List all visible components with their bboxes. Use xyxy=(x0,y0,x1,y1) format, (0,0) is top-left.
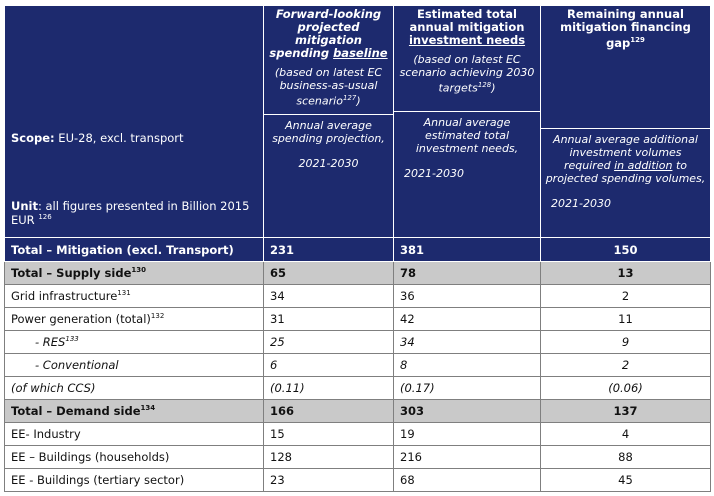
cell-needs: 381 xyxy=(393,237,541,262)
row-label: EE- Industry xyxy=(4,422,264,446)
cell-baseline: 166 xyxy=(263,399,394,423)
cell-needs: 78 xyxy=(393,261,541,285)
cell-baseline: 128 xyxy=(263,445,394,469)
row-label: EE – Buildings (households) xyxy=(4,445,264,469)
table-row: - RES133 25 34 9 xyxy=(4,330,711,354)
cell-baseline: 23 xyxy=(263,468,394,492)
cell-gap: (0.06) xyxy=(540,376,711,400)
cell-gap: 4 xyxy=(540,422,711,446)
table-row: (of which CCS) (0.11) (0.17) (0.06) xyxy=(4,376,711,400)
cell-needs: 36 xyxy=(393,284,541,308)
cell-gap: 13 xyxy=(540,261,711,285)
mitigation-investment-table: Scope: EU-28, excl. transport Unit: all … xyxy=(4,5,711,492)
row-label: Total – Supply side130 xyxy=(4,261,264,285)
table-row: Total – Supply side130 65 78 13 xyxy=(4,261,711,285)
scope-unit-cell: Scope: EU-28, excl. transport Unit: all … xyxy=(4,5,264,238)
cell-needs: 216 xyxy=(393,445,541,469)
cell-baseline: (0.11) xyxy=(263,376,394,400)
cell-gap: 150 xyxy=(540,237,711,262)
table-row: - Conventional 6 8 2 xyxy=(4,353,711,377)
row-label: EE - Buildings (tertiary sector) xyxy=(4,468,264,492)
table-row: Total – Mitigation (excl. Transport) 231… xyxy=(4,237,711,262)
cell-needs: (0.17) xyxy=(393,376,541,400)
cell-gap: 2 xyxy=(540,353,711,377)
cell-baseline: 31 xyxy=(263,307,394,331)
cell-needs: 42 xyxy=(393,307,541,331)
row-label: - Conventional xyxy=(4,353,264,377)
table-row: EE - Buildings (tertiary sector) 23 68 4… xyxy=(4,468,711,492)
cell-baseline: 65 xyxy=(263,261,394,285)
cell-gap: 137 xyxy=(540,399,711,423)
row-label: Total – Mitigation (excl. Transport) xyxy=(4,237,264,262)
unit-line: Unit: all figures presented in Billion 2… xyxy=(11,199,250,227)
cell-gap: 88 xyxy=(540,445,711,469)
cell-gap: 9 xyxy=(540,330,711,354)
table-row: Total – Demand side134 166 303 137 xyxy=(4,399,711,423)
table-row: Grid infrastructure131 34 36 2 xyxy=(4,284,711,308)
cell-baseline: 34 xyxy=(263,284,394,308)
col-header-investment-needs: Estimated total annual mitigation invest… xyxy=(393,5,541,238)
row-label: (of which CCS) xyxy=(4,376,264,400)
table-row: EE- Industry 15 19 4 xyxy=(4,422,711,446)
row-label: - RES133 xyxy=(4,330,264,354)
cell-needs: 19 xyxy=(393,422,541,446)
table-row: Power generation (total)132 31 42 11 xyxy=(4,307,711,331)
table-header-row: Scope: EU-28, excl. transport Unit: all … xyxy=(4,5,711,238)
cell-gap: 11 xyxy=(540,307,711,331)
cell-baseline: 15 xyxy=(263,422,394,446)
cell-needs: 34 xyxy=(393,330,541,354)
cell-gap: 2 xyxy=(540,284,711,308)
row-label: Grid infrastructure131 xyxy=(4,284,264,308)
cell-baseline: 6 xyxy=(263,353,394,377)
table-row: EE – Buildings (households) 128 216 88 xyxy=(4,445,711,469)
col-header-financing-gap: Remaining annual mitigation financing ga… xyxy=(540,5,711,238)
cell-needs: 303 xyxy=(393,399,541,423)
row-label: Total – Demand side134 xyxy=(4,399,264,423)
row-label: Power generation (total)132 xyxy=(4,307,264,331)
cell-needs: 8 xyxy=(393,353,541,377)
cell-needs: 68 xyxy=(393,468,541,492)
cell-baseline: 25 xyxy=(263,330,394,354)
col-header-baseline: Forward-looking projected mitigation spe… xyxy=(263,5,394,238)
cell-baseline: 231 xyxy=(263,237,394,262)
scope-line: Scope: EU-28, excl. transport xyxy=(11,131,184,145)
cell-gap: 45 xyxy=(540,468,711,492)
